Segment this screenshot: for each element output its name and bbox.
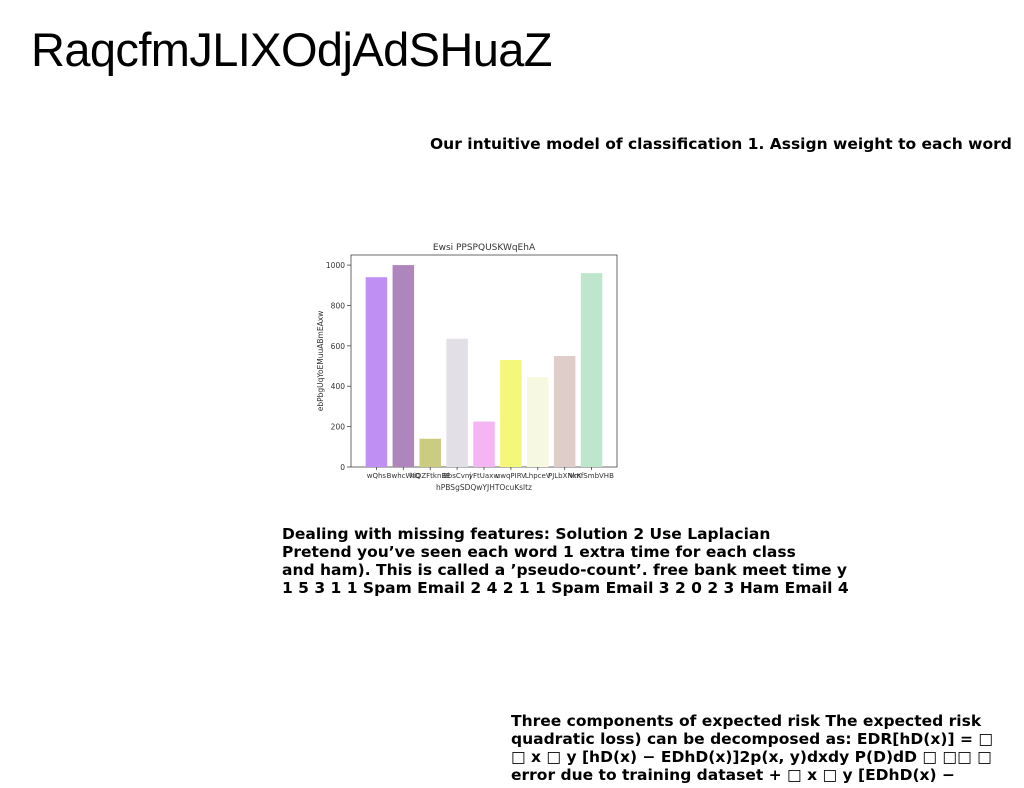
- y-axis-label: ebPbgUqYoEMuuABmEAxw: [316, 311, 325, 412]
- x-tick-label: yFtUaxw: [469, 472, 499, 480]
- bar-VmfSmbVHB: [580, 273, 603, 467]
- y-tick-label: 1000: [326, 261, 345, 270]
- bar-chart: Ewsi PPSPQUSKWqEhA 0 200 400 600 800 1000 wQh…: [316, 243, 618, 492]
- x-tick-label: kiQZFtknBE: [410, 472, 451, 480]
- bar-BwhcWIQ: [392, 265, 415, 467]
- paragraph-line: Dealing with missing features: Solution …: [282, 525, 771, 543]
- x-tick-label: BwhcWIQ: [387, 472, 421, 480]
- y-tick-label: 600: [331, 342, 346, 351]
- bar-uwqPIRV: [500, 359, 522, 467]
- paragraph-line: Pretend you’ve seen each word 1 extra ti…: [282, 543, 796, 561]
- bar-wQhs: [365, 277, 388, 467]
- x-tick-label: wQhs: [367, 472, 387, 480]
- x-axis-label: hPBSgSDQwYJHTOcuKsltz: [436, 483, 532, 492]
- x-tick-label: uwqPIRV: [496, 472, 526, 480]
- paragraph-line: Three components of expected risk The ex…: [511, 712, 982, 730]
- y-tick-label: 0: [340, 463, 345, 472]
- y-tick-label: 800: [331, 301, 346, 310]
- y-axis: 0 200 400 600 800 1000: [326, 261, 351, 472]
- paragraph-line: 1 5 3 1 1 Spam Email 2 4 2 1 1 Spam Emai…: [282, 579, 849, 597]
- paragraph-missing-features: Dealing with missing features: Solution …: [282, 525, 849, 597]
- x-tick-label: PJLbXNkK: [548, 472, 582, 480]
- y-tick-label: 200: [331, 423, 346, 432]
- x-tick-label: BbsCvnj: [443, 472, 471, 480]
- x-axis: wQhs BwhcWIQkiQZFtknBEBbsCvnjyFtUaxwuwqPI…: [367, 467, 614, 480]
- paragraph-line: quadratic loss) can be decomposed as: ED…: [511, 730, 993, 748]
- x-tick-label: VmfSmbVHB: [569, 472, 614, 480]
- paragraph-expected-risk: Three components of expected risk The ex…: [511, 712, 993, 784]
- bar-PJLbXNkK: [553, 355, 576, 467]
- bars: [365, 265, 603, 467]
- bar-yFtUaxw: [473, 421, 495, 467]
- chart-title: Ewsi PPSPQUSKWqEhA: [433, 243, 536, 253]
- bar-kiQZFtknBE: [419, 438, 441, 467]
- bar-LhpceV: [527, 377, 549, 467]
- bar-BbsCvnj: [446, 338, 468, 467]
- subtitle: Our intuitive model of classification 1.…: [430, 135, 1012, 153]
- page-title: RaqcfmJLIXOdjAdSHuaZ: [31, 23, 552, 76]
- paragraph-line: and ham). This is called a ’pseudo-count…: [282, 561, 848, 579]
- paragraph-line: error due to training dataset + □ x □ y …: [511, 766, 955, 784]
- x-tick-label: LhpceV: [525, 472, 551, 480]
- paragraph-line: □ x □ y [hD(x) − EDhD(x)]2p(x, y)dxdy P(…: [511, 748, 992, 766]
- y-tick-label: 400: [331, 382, 346, 391]
